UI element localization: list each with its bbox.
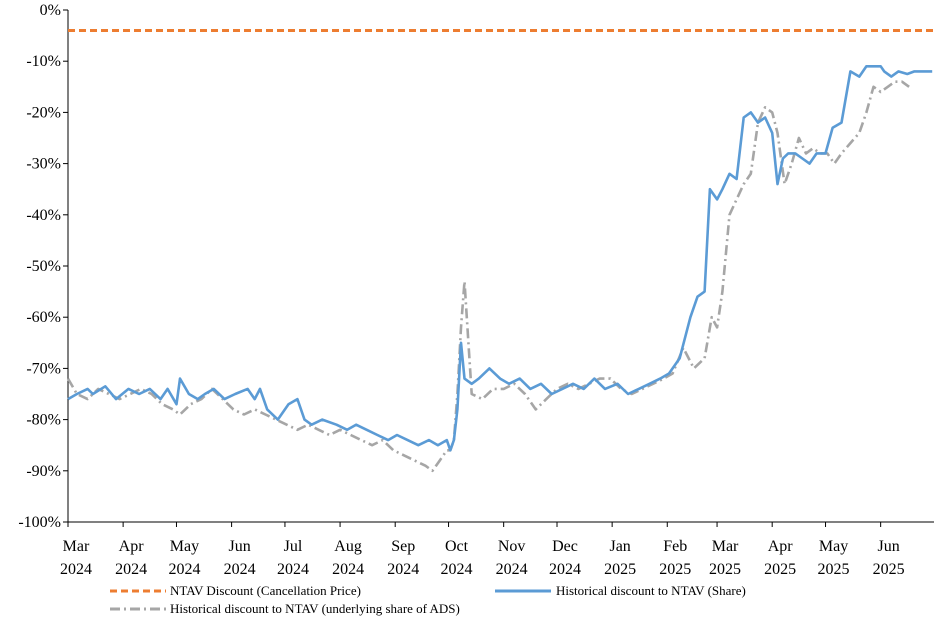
x-tick-label-month: Mar [712,538,739,555]
y-tick-label: 0% [40,2,61,19]
y-tick-label: -10% [26,53,61,70]
y-axis: 0% -10% -20% -30% -40% -50% -60% -70% -80% -90% -1… [18,2,69,531]
series-line-2 [66,80,910,473]
x-axis: Mar 2024 Apr 2024 May 2024 Jun 2024 Jul 2024 Aug 20… [60,521,934,578]
y-tick-label: -90% [26,463,61,480]
x-tick-label-year: 2024 [277,561,309,578]
y-tick-label: -70% [26,360,61,377]
x-tick-label-month: Dec [552,538,578,555]
x-tick-label-month: Apr [768,538,794,555]
plot-area [66,29,934,473]
y-tick-label: -50% [26,258,61,275]
x-tick-label-month: Feb [663,538,687,555]
x-tick-label-year: 2025 [764,561,796,578]
x-tick-label-year: 2025 [604,561,636,578]
x-tick-label-year: 2024 [168,561,200,578]
x-tick-label-year: 2024 [549,561,581,578]
x-tick-label-year: 2024 [115,561,147,578]
x-tick-label-month: Jul [284,538,303,555]
x-tick-label-month: Nov [498,538,526,555]
legend: NTAV Discount (Cancellation Price) Histor… [110,583,746,616]
y-tick-label: -40% [26,207,61,224]
y-tick-label: -60% [26,309,61,326]
x-tick-label-year: 2025 [659,561,691,578]
x-tick-label-year: 2024 [496,561,528,578]
x-tick-label-year: 2024 [60,561,92,578]
y-tick-label: -100% [18,514,61,531]
x-tick-label-year: 2025 [818,561,850,578]
series-line-1 [67,65,933,452]
x-tick-label-month: Sep [391,538,415,555]
legend-label-0: NTAV Discount (Cancellation Price) [170,583,361,598]
y-tick-label: -80% [26,412,61,429]
legend-label-1: Historical discount to NTAV (Share) [556,583,746,598]
x-tick-label-month: Aug [334,538,362,555]
x-tick-label-year: 2025 [709,561,741,578]
x-tick-label-month: Jun [878,538,900,555]
x-tick-label-month: Apr [119,538,145,555]
x-tick-label-month: Jan [609,538,630,555]
x-tick-label-year: 2024 [441,561,473,578]
x-tick-label-year: 2024 [387,561,419,578]
x-tick-label-year: 2024 [332,561,364,578]
x-tick-label-month: Mar [63,538,90,555]
y-tick-label: -20% [26,104,61,121]
x-tick-label-year: 2024 [224,561,256,578]
x-tick-label-month: Jun [228,538,250,555]
legend-label-2: Historical discount to NTAV (underlying … [170,601,460,616]
y-tick-label: -30% [26,156,61,173]
x-tick-label-year: 2025 [873,561,905,578]
x-tick-label-month: Oct [445,538,469,555]
x-tick-label-month: May [170,538,199,555]
x-tick-label-month: May [819,538,848,555]
